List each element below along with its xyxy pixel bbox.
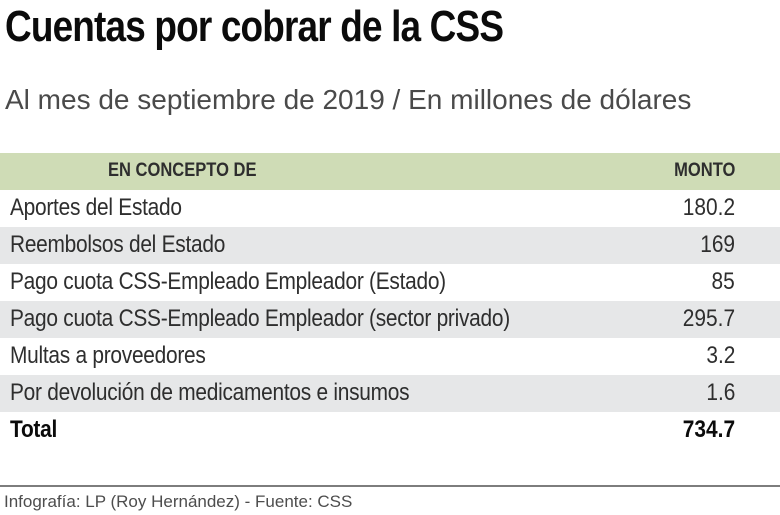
column-header-amount: MONTO xyxy=(673,160,735,182)
row-concept: Pago cuota CSS-Empleado Empleador (secto… xyxy=(10,305,510,333)
total-amount: 734.7 xyxy=(682,416,735,444)
row-concept: Aportes del Estado xyxy=(10,194,182,222)
row-concept: Pago cuota CSS-Empleado Empleador (Estad… xyxy=(10,268,446,296)
row-concept: Multas a proveedores xyxy=(10,342,206,370)
total-label: Total xyxy=(10,416,58,444)
row-amount: 295.7 xyxy=(682,305,735,333)
row-amount: 1.6 xyxy=(705,379,735,407)
subtitle: Al mes de septiembre de 2019 / En millon… xyxy=(5,84,692,115)
credit-line: Infografía: LP (Roy Hernández) - Fuente:… xyxy=(4,491,353,511)
page-title: Cuentas por cobrar de la CSS xyxy=(5,5,780,49)
table-row: Pago cuota CSS-Empleado Empleador (secto… xyxy=(0,300,780,338)
table-header-row: EN CONCEPTO DE MONTO xyxy=(0,152,780,190)
row-amount: 180.2 xyxy=(682,194,735,222)
footer-divider xyxy=(0,484,780,487)
table-row: Multas a proveedores 3.2 xyxy=(0,338,780,375)
row-amount: 169 xyxy=(700,231,735,259)
table-body: Aportes del Estado 180.2 Reembolsos del … xyxy=(0,190,780,412)
table-row: Reembolsos del Estado 169 xyxy=(0,226,780,264)
table-row: Pago cuota CSS-Empleado Empleador (Estad… xyxy=(0,264,780,301)
row-amount: 85 xyxy=(711,268,735,296)
page-title-text: Cuentas por cobrar de la CSS xyxy=(5,2,504,51)
table-total-row: Total 734.7 xyxy=(0,411,780,449)
row-amount: 3.2 xyxy=(705,342,735,370)
receivables-table: EN CONCEPTO DE MONTO Aportes del Estado … xyxy=(0,152,780,449)
row-concept: Reembolsos del Estado xyxy=(10,231,226,259)
table-row: Aportes del Estado 180.2 xyxy=(0,190,780,227)
row-concept: Por devolución de medicamentos e insumos xyxy=(10,379,410,407)
column-header-concept: EN CONCEPTO DE xyxy=(108,160,257,182)
table-row: Por devolución de medicamentos e insumos… xyxy=(0,374,780,412)
